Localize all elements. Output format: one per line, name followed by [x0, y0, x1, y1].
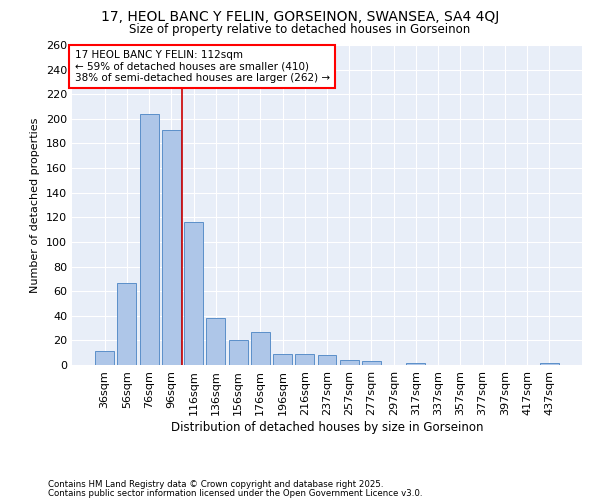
Bar: [95, 352, 114, 365]
Bar: [162, 130, 181, 365]
Bar: [340, 360, 359, 365]
Bar: [118, 282, 136, 365]
Bar: [362, 362, 381, 365]
Text: Size of property relative to detached houses in Gorseinon: Size of property relative to detached ho…: [130, 22, 470, 36]
Text: 17 HEOL BANC Y FELIN: 112sqm
← 59% of detached houses are smaller (410)
38% of s: 17 HEOL BANC Y FELIN: 112sqm ← 59% of de…: [74, 50, 329, 83]
Text: Contains HM Land Registry data © Crown copyright and database right 2025.: Contains HM Land Registry data © Crown c…: [48, 480, 383, 489]
Bar: [251, 332, 270, 365]
Bar: [406, 362, 425, 365]
Text: Contains public sector information licensed under the Open Government Licence v3: Contains public sector information licen…: [48, 488, 422, 498]
Bar: [273, 354, 292, 365]
Bar: [540, 362, 559, 365]
Text: 17, HEOL BANC Y FELIN, GORSEINON, SWANSEA, SA4 4QJ: 17, HEOL BANC Y FELIN, GORSEINON, SWANSE…: [101, 10, 499, 24]
Bar: [317, 355, 337, 365]
Bar: [229, 340, 248, 365]
Bar: [206, 318, 225, 365]
Y-axis label: Number of detached properties: Number of detached properties: [31, 118, 40, 292]
Bar: [140, 114, 158, 365]
Bar: [184, 222, 203, 365]
Bar: [295, 354, 314, 365]
X-axis label: Distribution of detached houses by size in Gorseinon: Distribution of detached houses by size …: [171, 420, 483, 434]
